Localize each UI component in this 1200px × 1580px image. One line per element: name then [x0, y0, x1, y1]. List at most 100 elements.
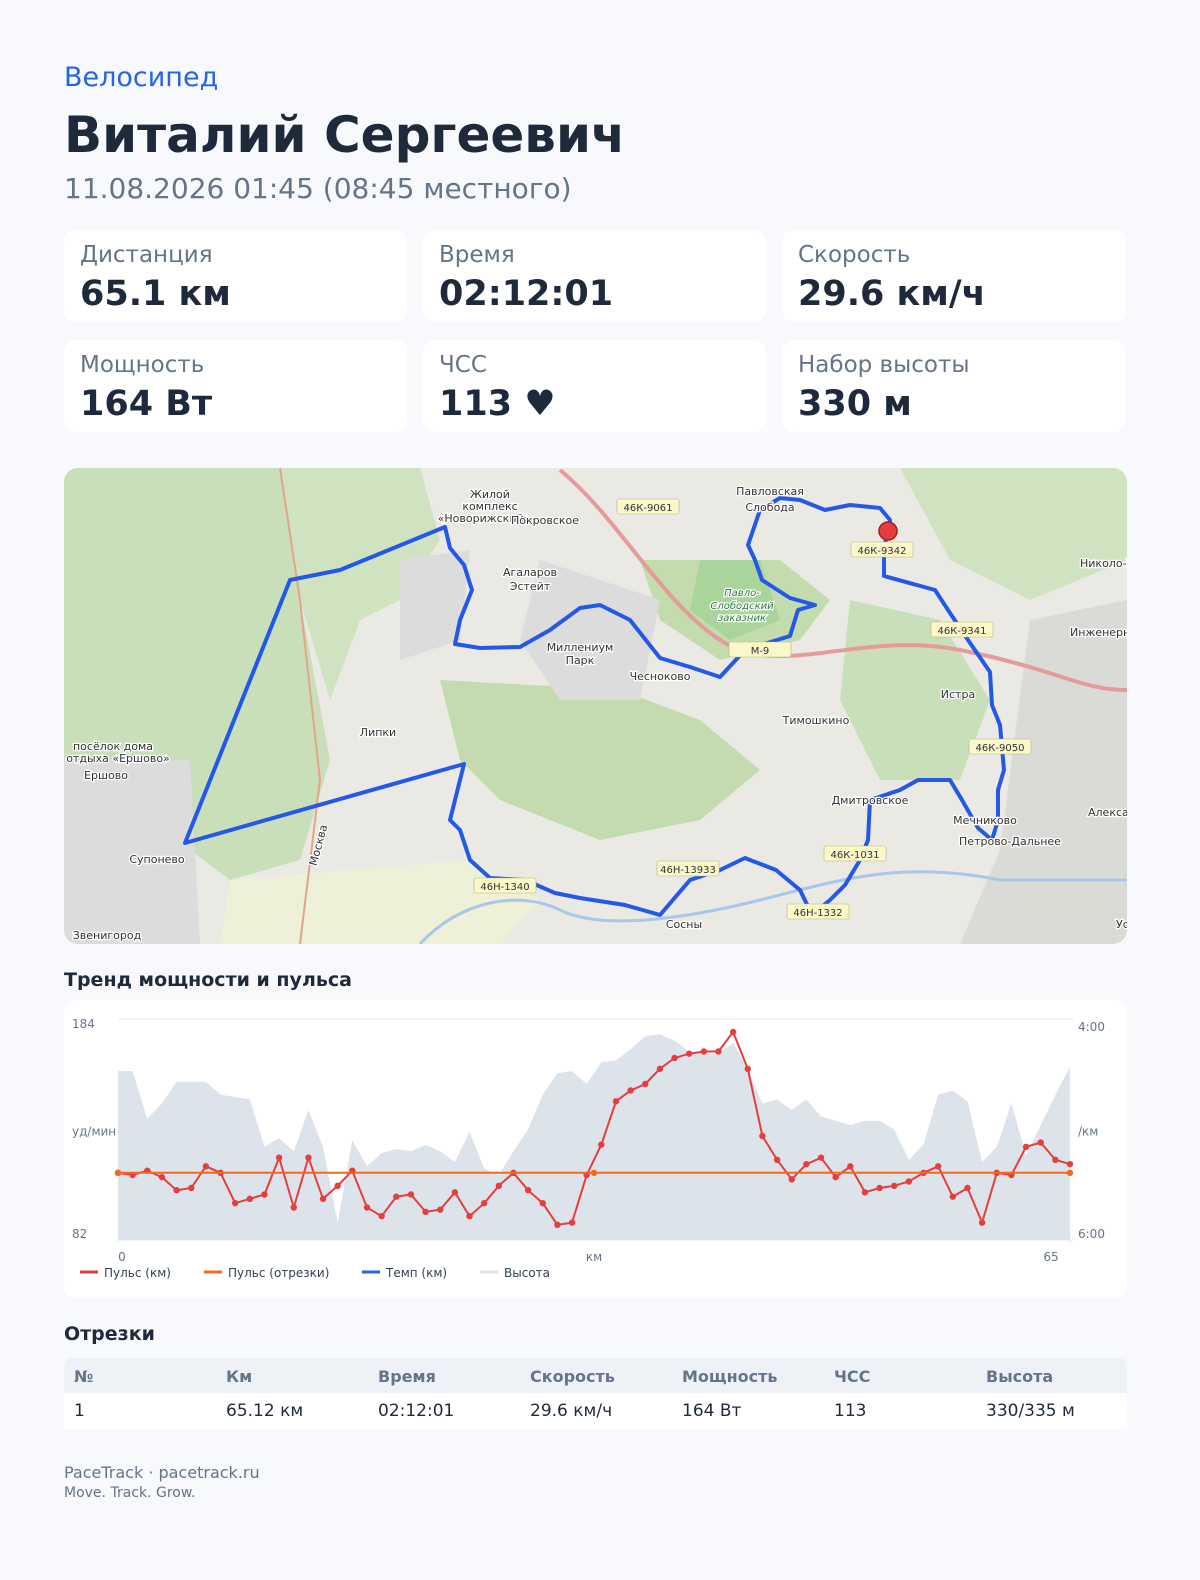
map-label: Жилой [470, 488, 510, 501]
map-label: Николо-Ур [1080, 557, 1127, 570]
data-point [495, 1182, 502, 1190]
map-label: заказник [718, 613, 766, 624]
data-point [773, 1156, 781, 1164]
data-point [451, 1189, 459, 1196]
map-label: 46Н-1340 [480, 882, 529, 893]
data-point [554, 1221, 561, 1229]
data-point [1066, 1169, 1074, 1177]
map-label: Супонево [129, 853, 185, 866]
stat-label: Набор высоты [798, 352, 970, 378]
data-point [188, 1184, 195, 1192]
data-point [642, 1080, 649, 1088]
data-point [671, 1054, 678, 1062]
map-label: Сосны [666, 918, 702, 931]
stat-value: 65.1 км [80, 274, 231, 314]
data-point [817, 1154, 825, 1161]
y2-tick-label: 4:00 [1078, 1020, 1105, 1034]
data-point [1052, 1156, 1059, 1164]
map-label: Ершово [84, 769, 128, 782]
table-column-header: Мощность [682, 1367, 778, 1386]
map-label: Парк [566, 654, 595, 667]
map-label: посёлок дома [73, 740, 153, 753]
data-point [949, 1193, 957, 1200]
data-point [744, 1065, 751, 1073]
road-badge [850, 541, 914, 558]
y-tick-label: 82 [72, 1227, 87, 1241]
start-marker [878, 521, 898, 541]
stat-card: Мощность 164 Вт [64, 340, 407, 432]
data-point [437, 1206, 444, 1213]
map-label: 46К-9341 [938, 626, 987, 637]
map-label: Тимошкино [782, 714, 850, 727]
stat-card: Скорость 29.6 км/ч [782, 230, 1125, 322]
map-label: отдыха «Ершово» [66, 752, 170, 765]
road-badge [823, 845, 887, 862]
data-point [231, 1199, 239, 1207]
stat-label: Дистанция [80, 242, 213, 268]
data-point [803, 1160, 810, 1168]
data-point [290, 1204, 297, 1211]
map-label: Эстейт [510, 580, 551, 593]
map-label: Александ [1088, 806, 1127, 819]
table-column-header: Высота [986, 1367, 1054, 1386]
data-point [466, 1212, 473, 1220]
map-label: «Новорижский» [438, 512, 531, 525]
stat-value: 330 м [798, 384, 912, 424]
table-row [64, 1393, 1127, 1429]
data-point [568, 1219, 576, 1226]
stat-value: 164 Вт [80, 384, 213, 424]
data-point [905, 1178, 913, 1185]
stat-label: Мощность [80, 352, 205, 378]
road-badge [968, 738, 1032, 755]
data-point [759, 1132, 766, 1140]
data-point [422, 1208, 429, 1216]
map-label: 46Н-13933 [660, 865, 716, 876]
stat-card: Время 02:12:01 [423, 230, 766, 322]
settlement [520, 560, 660, 700]
map-label: Миллениум [547, 641, 614, 654]
stat-label: ЧСС [439, 352, 487, 378]
data-point [363, 1204, 371, 1211]
legend-label: Пульс (отрезки) [228, 1266, 329, 1280]
route [183, 496, 1006, 917]
stat-card: Набор высоты 330 м [782, 340, 1125, 432]
data-point [788, 1176, 795, 1183]
data-point [407, 1191, 415, 1198]
table-cell: 65.12 км [226, 1401, 304, 1421]
data-point [686, 1050, 693, 1057]
map-label: 46К-9061 [624, 503, 673, 514]
map-label: Инженерны [1070, 626, 1127, 639]
data-point [524, 1186, 532, 1194]
map-label: Липки [360, 726, 396, 739]
data-point [158, 1173, 166, 1181]
data-point [964, 1184, 971, 1192]
forest [900, 468, 1127, 600]
data-point [700, 1048, 708, 1055]
data-point [1037, 1139, 1044, 1146]
table-header [64, 1358, 1127, 1393]
data-point [598, 1141, 605, 1148]
road-badge [728, 641, 792, 658]
map-terrain [64, 468, 1127, 944]
river [418, 870, 1127, 944]
athlete-name: Виталий Сергеевич [64, 106, 626, 164]
activity-date: 11.08.2026 01:45 (08:45 местного) [64, 172, 572, 205]
map-label: 46К-9342 [858, 546, 907, 557]
map-label: Павловская [736, 485, 804, 498]
map-label: М-9 [751, 646, 770, 657]
y-axis-label: уд/мин [72, 1125, 116, 1139]
map-label: Покровское [511, 514, 579, 527]
data-point [590, 1169, 598, 1177]
fields [220, 860, 540, 944]
map-label: Петрово-Дальнее [959, 835, 1061, 848]
elevation-area [118, 1034, 1070, 1240]
footer-tagline: Move. Track. Grow. [64, 1485, 196, 1501]
stat-label: Время [439, 242, 515, 268]
map-label: Мечниково [953, 814, 1017, 827]
settlement [400, 550, 470, 660]
map-label: комплекс [462, 500, 517, 513]
map-label: Истра [941, 688, 975, 701]
data-point [275, 1154, 283, 1161]
